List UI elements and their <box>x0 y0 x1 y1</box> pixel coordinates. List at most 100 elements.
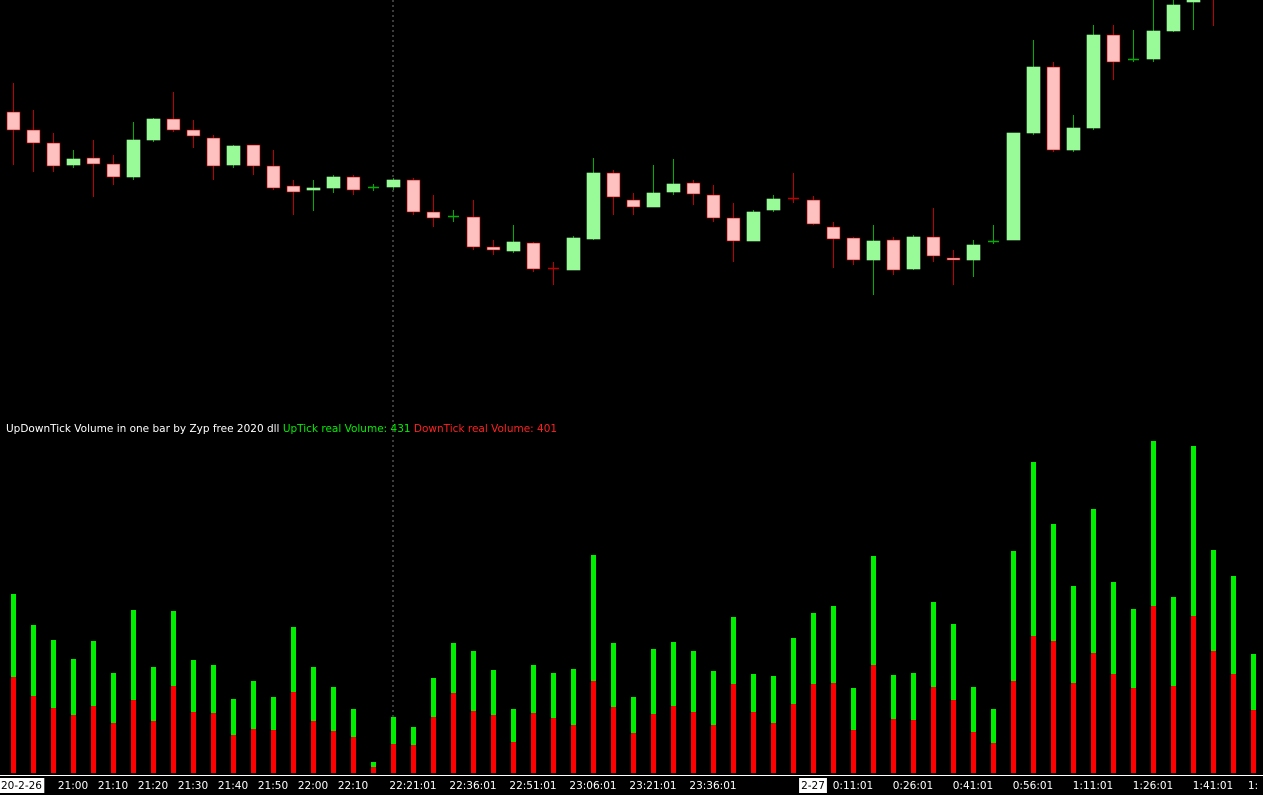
candle-body <box>606 172 621 198</box>
volume-bar <box>191 660 196 712</box>
volume-bar <box>311 667 316 721</box>
x-tick-label: 1:11:01 <box>1073 780 1113 792</box>
volume-bar <box>891 719 896 773</box>
volume-bar <box>891 675 896 719</box>
volume-bar <box>711 671 716 725</box>
volume-pane <box>11 441 1256 773</box>
volume-bar <box>831 683 836 773</box>
volume-bar <box>11 594 16 677</box>
x-tick-label: 20-2-26 <box>1 780 42 792</box>
volume-bar <box>951 624 956 700</box>
candle-body <box>186 129 201 137</box>
candle-body <box>746 211 761 242</box>
volume-bar <box>51 640 56 708</box>
x-tick-label: 21:10 <box>98 780 128 792</box>
volume-bar <box>1191 446 1196 616</box>
volume-bar <box>131 700 136 773</box>
candle-body <box>466 216 481 248</box>
volume-bar <box>271 697 276 730</box>
volume-bar <box>1131 609 1136 688</box>
volume-bar <box>771 723 776 773</box>
candle-body <box>1026 66 1041 134</box>
volume-bar <box>451 693 456 773</box>
volume-bar <box>231 735 236 773</box>
candle-body <box>1066 127 1081 151</box>
candle-body <box>566 237 581 271</box>
candle-body <box>66 158 81 166</box>
volume-bar <box>451 643 456 693</box>
volume-bar <box>571 725 576 773</box>
candle-body <box>666 183 681 193</box>
volume-bar <box>511 742 516 773</box>
x-tick-label: 22:36:01 <box>449 780 496 792</box>
volume-bar <box>751 674 756 712</box>
volume-bar <box>551 673 556 718</box>
candle-body <box>846 237 861 261</box>
candle-body <box>26 129 41 144</box>
volume-bar <box>111 673 116 723</box>
x-tick-label: 23:21:01 <box>629 780 676 792</box>
volume-bar <box>431 717 436 773</box>
volume-bar <box>1211 550 1216 651</box>
candle-body <box>486 246 501 251</box>
volume-bar <box>131 610 136 700</box>
candle-body <box>526 242 541 270</box>
volume-bar <box>571 669 576 725</box>
volume-bar <box>51 708 56 773</box>
candle-body <box>46 142 61 167</box>
volume-bar <box>371 767 376 773</box>
x-tick-label: 23:36:01 <box>689 780 736 792</box>
volume-bar <box>1031 636 1036 773</box>
candle-body <box>686 182 701 195</box>
volume-bar <box>391 717 396 744</box>
candle-body <box>6 111 21 131</box>
volume-bar <box>291 627 296 692</box>
x-tick-label: 22:10 <box>338 780 368 792</box>
candle-body <box>126 139 141 178</box>
x-tick-label: 0:11:01 <box>833 780 873 792</box>
candle-body <box>426 211 441 219</box>
x-tick-label: 21:20 <box>138 780 168 792</box>
x-tick-label: 22:21:01 <box>389 780 436 792</box>
x-tick-label: 22:51:01 <box>509 780 556 792</box>
volume-bar <box>251 681 256 729</box>
volume-bar <box>651 649 656 714</box>
volume-bar <box>871 665 876 773</box>
volume-bar <box>1231 674 1236 773</box>
volume-bar <box>991 709 996 743</box>
candle-body <box>806 199 821 225</box>
volume-bar <box>151 667 156 721</box>
volume-bar <box>1151 441 1156 606</box>
volume-bar <box>691 712 696 773</box>
volume-bar <box>1171 597 1176 686</box>
volume-bar <box>971 687 976 732</box>
volume-bar <box>531 713 536 773</box>
volume-bar <box>591 681 596 773</box>
volume-bar <box>171 611 176 686</box>
volume-bar <box>951 700 956 773</box>
volume-bar <box>231 699 236 735</box>
volume-bar <box>91 706 96 773</box>
x-axis: 20-2-26 21:00 21:10 21:20 21:30 21:40 21:50 22:… <box>0 778 1258 793</box>
volume-bar <box>691 651 696 712</box>
candle-body <box>266 165 281 189</box>
candle-body <box>906 236 921 270</box>
x-tick-label: 0:41:01 <box>953 780 993 792</box>
volume-bar <box>671 642 676 706</box>
volume-bar <box>311 721 316 773</box>
volume-bar <box>911 673 916 720</box>
candle-body <box>1006 132 1021 241</box>
volume-bar <box>491 715 496 773</box>
volume-bar <box>731 617 736 684</box>
volume-bar <box>171 686 176 773</box>
x-tick-label: 0:56:01 <box>1013 780 1053 792</box>
volume-bar <box>751 712 756 773</box>
date-label-box <box>0 778 45 793</box>
x-tick-label: 1: <box>1248 780 1258 792</box>
x-tick-label: 2-27 <box>801 780 825 792</box>
date-label-box <box>799 778 827 793</box>
volume-bar <box>251 729 256 773</box>
volume-bar <box>31 625 36 696</box>
volume-bar <box>711 725 716 773</box>
